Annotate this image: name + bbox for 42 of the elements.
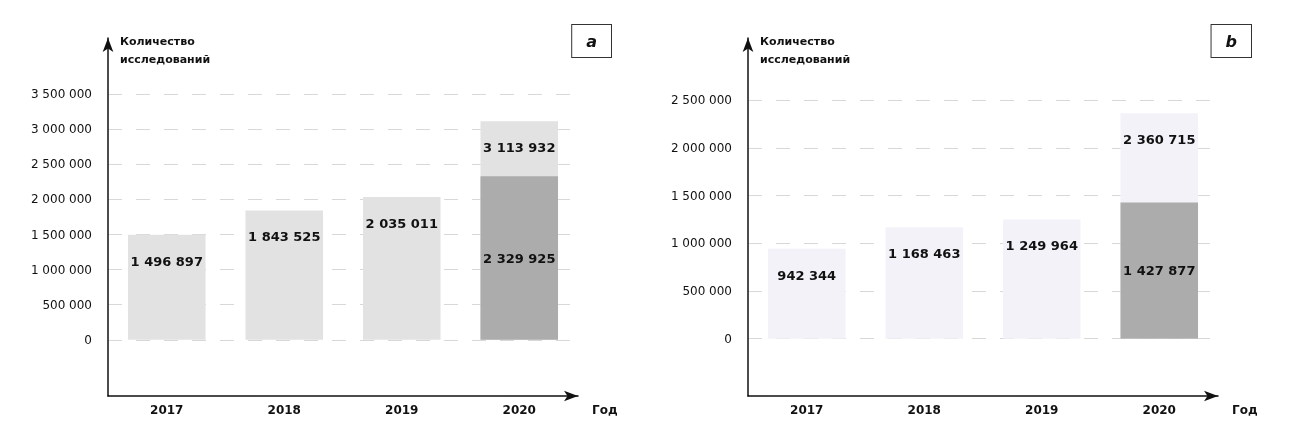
y-tick-label: 2 500 000 <box>670 93 732 108</box>
bar <box>1120 202 1199 339</box>
x-tick-label: 2018 <box>907 403 941 417</box>
y-tick-label: 3 000 000 <box>30 122 92 137</box>
x-tick-label: 2020 <box>1142 403 1176 417</box>
data-label: 1 843 525 <box>248 229 321 245</box>
y-axis-title: Количество исследований <box>120 34 211 66</box>
y-tick-label: 500 000 <box>682 283 732 298</box>
data-label: 3 113 932 <box>483 140 556 156</box>
y-tick-label: 1 500 000 <box>670 188 732 203</box>
y-tick-label: 3 500 000 <box>30 87 92 102</box>
x-axis-title: Год <box>1232 403 1258 417</box>
data-label: 2 035 011 <box>365 215 438 231</box>
data-label: 1 496 897 <box>130 253 203 269</box>
text: b <box>1225 31 1237 51</box>
bar <box>480 176 559 340</box>
data-label: 2 360 715 <box>1123 132 1196 148</box>
x-tick-label: 2017 <box>790 403 824 417</box>
y-tick-label: 1 000 000 <box>670 236 732 251</box>
x-tick-label: 2018 <box>267 403 301 417</box>
x-tick-label: 2019 <box>385 403 419 417</box>
data-label: 2 329 925 <box>483 250 556 266</box>
data-label: 1 249 964 <box>1005 238 1078 254</box>
y-tick-label: 2 500 000 <box>30 157 92 172</box>
y-tick-label: 2 000 000 <box>30 192 92 207</box>
text: a <box>586 31 597 51</box>
data-label: 942 344 <box>777 267 837 283</box>
bar <box>767 248 846 339</box>
y-tick-label: 0 <box>724 331 732 346</box>
data-label: 1 427 877 <box>1123 263 1196 279</box>
bar <box>1002 219 1081 339</box>
y-tick-label: 0 <box>84 332 92 347</box>
x-tick-label: 2019 <box>1025 403 1059 417</box>
y-tick-label: 2 000 000 <box>670 140 732 155</box>
y-tick-label: 1 500 000 <box>30 227 92 242</box>
x-tick-label: 2020 <box>502 403 536 417</box>
y-tick-label: 1 000 000 <box>30 262 92 277</box>
x-axis-title: Год <box>592 403 618 417</box>
y-axis-title: Количество исследований <box>760 34 851 66</box>
y-tick-label: 500 000 <box>42 297 92 312</box>
data-label: 1 168 463 <box>888 246 961 262</box>
x-tick-label: 2017 <box>150 403 184 417</box>
